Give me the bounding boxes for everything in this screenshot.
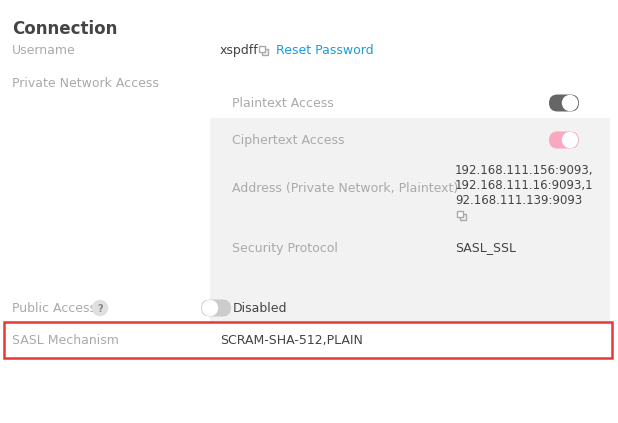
Circle shape <box>203 300 218 316</box>
Text: Username: Username <box>12 44 76 57</box>
Text: Plaintext Access: Plaintext Access <box>232 96 334 110</box>
FancyBboxPatch shape <box>258 46 265 52</box>
Text: ?: ? <box>97 303 103 313</box>
Text: SASL_SSL: SASL_SSL <box>455 242 516 255</box>
FancyBboxPatch shape <box>261 49 268 55</box>
FancyBboxPatch shape <box>460 214 465 220</box>
Text: SASL Mechanism: SASL Mechanism <box>12 333 119 346</box>
FancyBboxPatch shape <box>4 322 612 358</box>
Text: Disabled: Disabled <box>233 302 287 314</box>
Circle shape <box>562 132 577 148</box>
FancyBboxPatch shape <box>201 299 231 316</box>
Text: Security Protocol: Security Protocol <box>232 242 338 255</box>
FancyBboxPatch shape <box>549 94 579 112</box>
Text: Private Network Access: Private Network Access <box>12 77 159 90</box>
FancyBboxPatch shape <box>210 118 610 333</box>
Circle shape <box>93 300 108 316</box>
Text: 92.168.111.139:9093: 92.168.111.139:9093 <box>455 193 582 206</box>
Text: 192.168.111.16:9093,1: 192.168.111.16:9093,1 <box>455 179 594 192</box>
Text: Connection: Connection <box>12 20 117 38</box>
Circle shape <box>562 96 577 110</box>
Text: SCRAM-SHA-512,PLAIN: SCRAM-SHA-512,PLAIN <box>220 333 363 346</box>
Text: 192.168.111.156:9093,: 192.168.111.156:9093, <box>455 164 593 176</box>
FancyBboxPatch shape <box>457 211 462 217</box>
Text: Public Access: Public Access <box>12 302 96 314</box>
Text: Reset Password: Reset Password <box>276 44 374 57</box>
Text: xspdff: xspdff <box>220 44 259 57</box>
Text: Address (Private Network, Plaintext): Address (Private Network, Plaintext) <box>232 181 459 195</box>
FancyBboxPatch shape <box>549 132 579 148</box>
Text: Ciphertext Access: Ciphertext Access <box>232 134 344 146</box>
